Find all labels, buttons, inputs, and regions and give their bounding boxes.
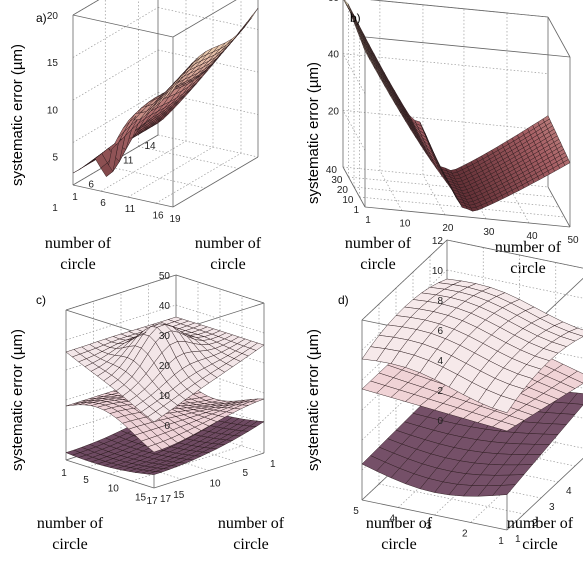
z-tick: 2: [437, 386, 443, 397]
x-tick: 5: [353, 506, 359, 517]
y-tick: 1: [52, 203, 58, 214]
z-tick: 15: [47, 58, 59, 69]
x-tick: 30: [483, 227, 495, 238]
z-tick: 0: [164, 421, 170, 432]
x-tick: 5: [83, 475, 89, 486]
x-tick: 10: [108, 484, 120, 495]
z-tick: 20: [328, 106, 340, 117]
y-tick: 1: [515, 534, 521, 545]
y-tick: 1: [270, 459, 276, 470]
z-tick: 8: [437, 296, 443, 307]
x-tick: 2: [462, 529, 468, 540]
x-tick: 1: [498, 536, 504, 547]
x-tick: 11: [125, 204, 136, 215]
z-tick: 60: [328, 0, 340, 4]
z-tick: 12: [432, 236, 444, 247]
x-tick: 17: [146, 496, 158, 507]
z-tick: 20: [47, 11, 59, 22]
panel-letter: a): [36, 11, 47, 25]
z-tick: 0: [437, 416, 443, 427]
y-tick: 15: [173, 490, 185, 501]
z-tick: 10: [432, 266, 444, 277]
y-tick: 5: [243, 468, 249, 479]
y-tick: 10: [210, 478, 222, 489]
y-tick: 4: [566, 486, 572, 497]
surface-a: [73, 166, 85, 173]
z-tick: 40: [328, 50, 340, 61]
x-tick: 15: [135, 492, 147, 503]
y-tick: 1: [353, 205, 359, 216]
z-tick: 5: [52, 153, 58, 164]
z-tick: 30: [159, 331, 171, 342]
x-tick: 50: [567, 235, 579, 246]
z-tick: 10: [159, 391, 171, 402]
z-tick: 20: [159, 361, 171, 372]
x-tick: 19: [169, 214, 181, 225]
z-axis-label: systematic error (µm): [9, 329, 26, 471]
z-axis-label: systematic error (µm): [305, 329, 322, 471]
z-axis-label: systematic error (µm): [9, 44, 26, 186]
x-tick: 1: [365, 215, 371, 226]
panel-a: [73, 0, 258, 207]
panel-letter: c): [36, 293, 46, 307]
x-tick: 6: [100, 198, 106, 209]
z-tick: 4: [437, 356, 443, 367]
z-tick: 40: [159, 301, 171, 312]
y-tick: 6: [88, 179, 94, 190]
y-tick: 17: [160, 494, 172, 505]
x-tick: 20: [442, 223, 454, 234]
panel-letter: d): [338, 293, 349, 307]
y-tick: 11: [123, 155, 134, 166]
x-tick: 10: [399, 219, 411, 230]
z-tick: 6: [437, 326, 443, 337]
panel-letter: b): [350, 11, 361, 25]
y-tick: 14: [144, 141, 156, 152]
x-tick: 16: [152, 210, 164, 221]
panel-b: [343, 0, 570, 227]
x-tick: 1: [72, 192, 78, 203]
z-tick: 10: [47, 105, 59, 116]
x-tick: 1: [61, 468, 67, 479]
panel-d: [362, 240, 583, 530]
y-tick: 10: [342, 195, 354, 206]
y-tick: 3: [549, 502, 555, 513]
z-tick: 50: [159, 271, 171, 282]
z-axis-label: systematic error (µm): [305, 62, 322, 204]
